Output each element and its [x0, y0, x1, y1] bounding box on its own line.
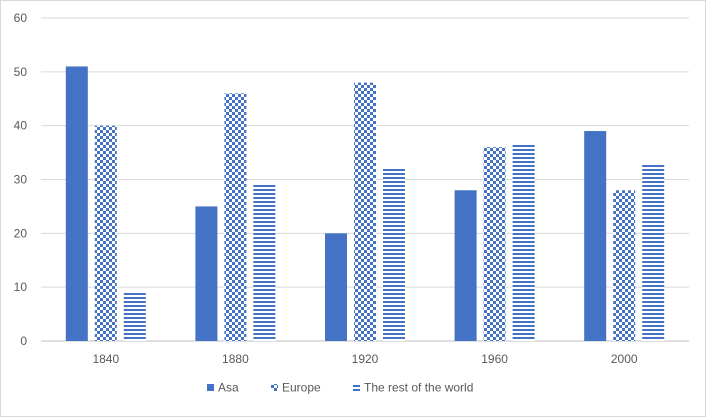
legend-entry-europe: Europe	[271, 381, 321, 395]
bar-asa-2000	[584, 131, 607, 341]
legend-label: Europe	[282, 381, 321, 395]
legend-swatch	[353, 384, 360, 391]
y-axis-tick-labels: 0 10 20 30 40 50 60	[14, 11, 28, 348]
x-tick-label: 1880	[222, 352, 249, 366]
y-tick-label: 50	[14, 65, 28, 79]
bar-the-rest-of-the-world-1840	[123, 292, 146, 341]
y-tick-label: 60	[14, 11, 28, 25]
bar-europe-1840	[94, 125, 117, 342]
bar-europe-2000	[613, 190, 636, 341]
bar-asa-1920	[325, 233, 347, 341]
bar-the-rest-of-the-world-2000	[642, 163, 665, 341]
legend-label: Asa	[218, 381, 239, 395]
legend-label: The rest of the world	[364, 381, 473, 395]
y-tick-label: 20	[14, 226, 28, 240]
x-tick-label: 1920	[352, 352, 379, 366]
x-tick-label: 1840	[92, 352, 119, 366]
bar-the-rest-of-the-world-1920	[383, 168, 405, 341]
y-tick-label: 0	[20, 334, 27, 348]
legend-swatch	[271, 384, 278, 391]
bar-asa-1960	[454, 190, 477, 341]
legend-entry-asa: Asa	[207, 381, 239, 395]
y-tick-label: 40	[14, 119, 28, 133]
bar-the-rest-of-the-world-1960	[512, 144, 535, 341]
x-tick-label: 2000	[611, 352, 638, 366]
y-tick-label: 10	[14, 280, 28, 294]
bar-europe-1920	[354, 82, 376, 341]
x-tick-label: 1960	[481, 352, 508, 366]
legend-swatch	[207, 384, 214, 391]
bar-asa-1880	[195, 206, 218, 341]
bar-europe-1880	[224, 93, 247, 341]
legend-entry-the-rest-of-the-world: The rest of the world	[353, 381, 473, 395]
legend: Asa Europe The rest of the world	[207, 381, 473, 395]
bar-asa-1840	[65, 66, 88, 341]
y-tick-label: 30	[14, 173, 28, 187]
bar-europe-1960	[483, 147, 506, 341]
bars	[65, 66, 665, 342]
x-axis-tick-labels: 1840 1880 1920 1960 2000	[92, 352, 637, 366]
bar-the-rest-of-the-world-1880	[253, 184, 276, 341]
